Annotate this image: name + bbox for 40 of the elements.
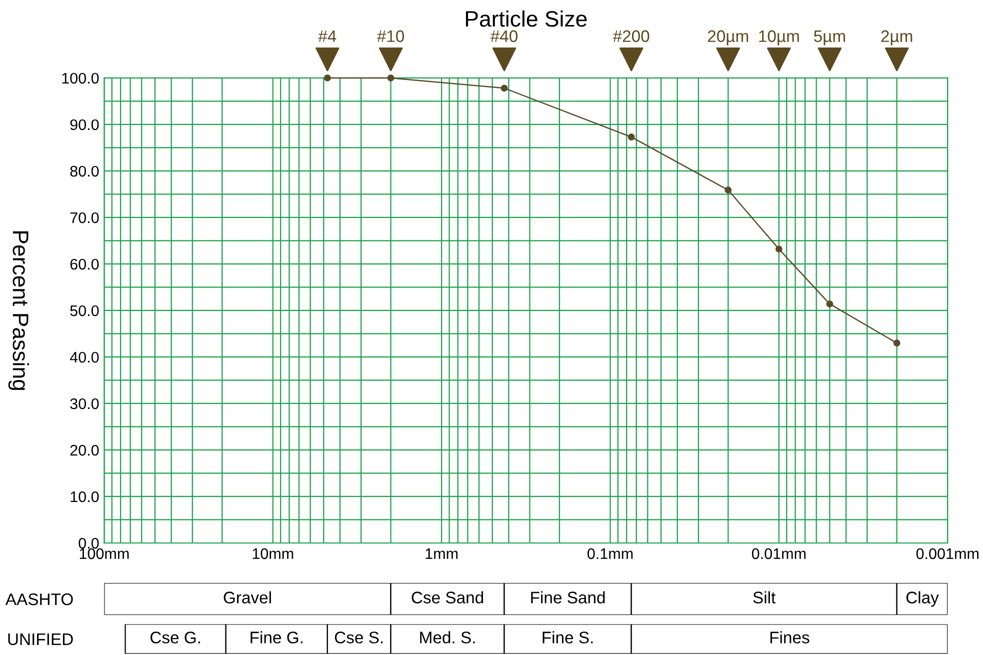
x-tick-label: 0.01mm	[752, 548, 806, 560]
chart-title: Particle Size	[466, 10, 587, 27]
series-label: Cse G.	[150, 632, 200, 644]
text: 10µm	[759, 30, 799, 46]
series-label: Fine Sand	[531, 591, 605, 604]
series-label: Clay	[906, 591, 939, 607]
series-label: Gravel	[224, 591, 271, 604]
text: 2µm	[881, 30, 912, 46]
y-tick-label: 70.0	[70, 212, 99, 224]
text: #4	[318, 30, 336, 42]
y-tick-label: 40.0	[70, 352, 99, 363]
y-tick-label: 30.0	[70, 398, 99, 410]
text: #200	[612, 30, 650, 42]
y-tick-label: 100.0	[62, 72, 99, 84]
series-label: Fine S.	[542, 631, 593, 644]
x-tick-label: 10mm	[252, 548, 294, 560]
y-tick-label: AASHTO	[5, 593, 73, 606]
y-axis-title: Percent Passing	[8, 231, 30, 390]
y-tick-label: UNIFIED	[8, 634, 73, 646]
y-tick-label: 0.0	[78, 538, 99, 549]
text: #10	[376, 30, 404, 42]
series-label: Cse Sand	[412, 591, 484, 604]
text: #40	[490, 30, 518, 42]
series-label: Med. S.	[420, 631, 475, 644]
series-label: Cse S.	[334, 632, 383, 644]
x-tick-label: 0.001mm	[916, 548, 978, 560]
text: 20µm	[708, 30, 748, 46]
text: 5µm	[814, 30, 845, 46]
y-tick-label: 90.0	[70, 119, 99, 130]
x-tick-label: 100mm	[80, 548, 129, 560]
y-tick-label: 10.0	[70, 491, 99, 502]
y-tick-label: 50.0	[70, 305, 99, 316]
y-tick-label: 20.0	[70, 444, 99, 456]
series-label: Fine G.	[250, 631, 302, 644]
x-tick-label: 1mm	[426, 548, 458, 559]
y-tick-label: 60.0	[70, 258, 99, 270]
x-tick-label: 0.1mm	[588, 548, 633, 560]
y-tick-label: 80.0	[70, 166, 99, 177]
series-label: Silt	[753, 591, 776, 604]
series-label: Fines	[770, 631, 810, 644]
